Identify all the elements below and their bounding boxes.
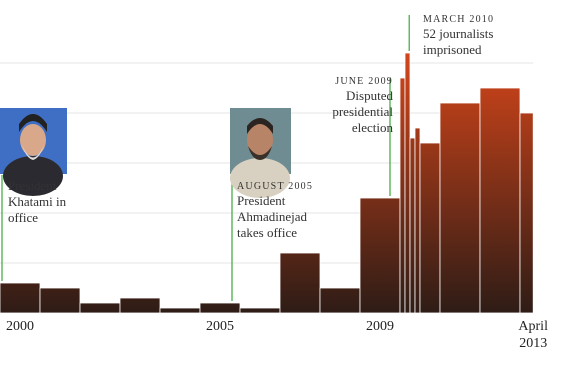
bar: [414, 127, 421, 314]
bar: [359, 197, 401, 314]
bar: [79, 302, 121, 314]
bar: [39, 287, 81, 314]
x-tick-label: 2009: [366, 319, 394, 334]
bar: [399, 77, 406, 314]
bar: [119, 297, 161, 314]
bar: [404, 52, 411, 314]
annotation-heading: JUNE 2009: [335, 76, 393, 87]
bar: [319, 287, 361, 314]
annotation-text: President Khatami in office: [8, 178, 67, 225]
ahmadinejad-photo: [230, 108, 291, 198]
x-tick-label: 2005: [206, 319, 234, 334]
khatami-photo: [0, 108, 67, 196]
annotation-heading: MARCH 2010: [423, 14, 495, 25]
bar: [279, 252, 321, 314]
annotation-text: 52 journalists imprisoned: [423, 26, 494, 57]
bar: [159, 307, 201, 314]
annotation-text: Disputed presidential election: [332, 88, 393, 135]
annotation-heading: AUGUST 2005: [237, 181, 314, 192]
bar: [0, 282, 41, 314]
x-tick-label: April 2013: [518, 319, 548, 351]
bar: [239, 307, 281, 314]
bar: [479, 87, 521, 314]
bar: [409, 137, 416, 314]
bar: [419, 142, 441, 314]
bar: [519, 112, 534, 314]
x-tick-label: 2000: [6, 319, 34, 334]
bar: [199, 302, 241, 314]
annotation-text: President Ahmadinejad takes office: [237, 193, 308, 240]
bar: [439, 102, 481, 314]
